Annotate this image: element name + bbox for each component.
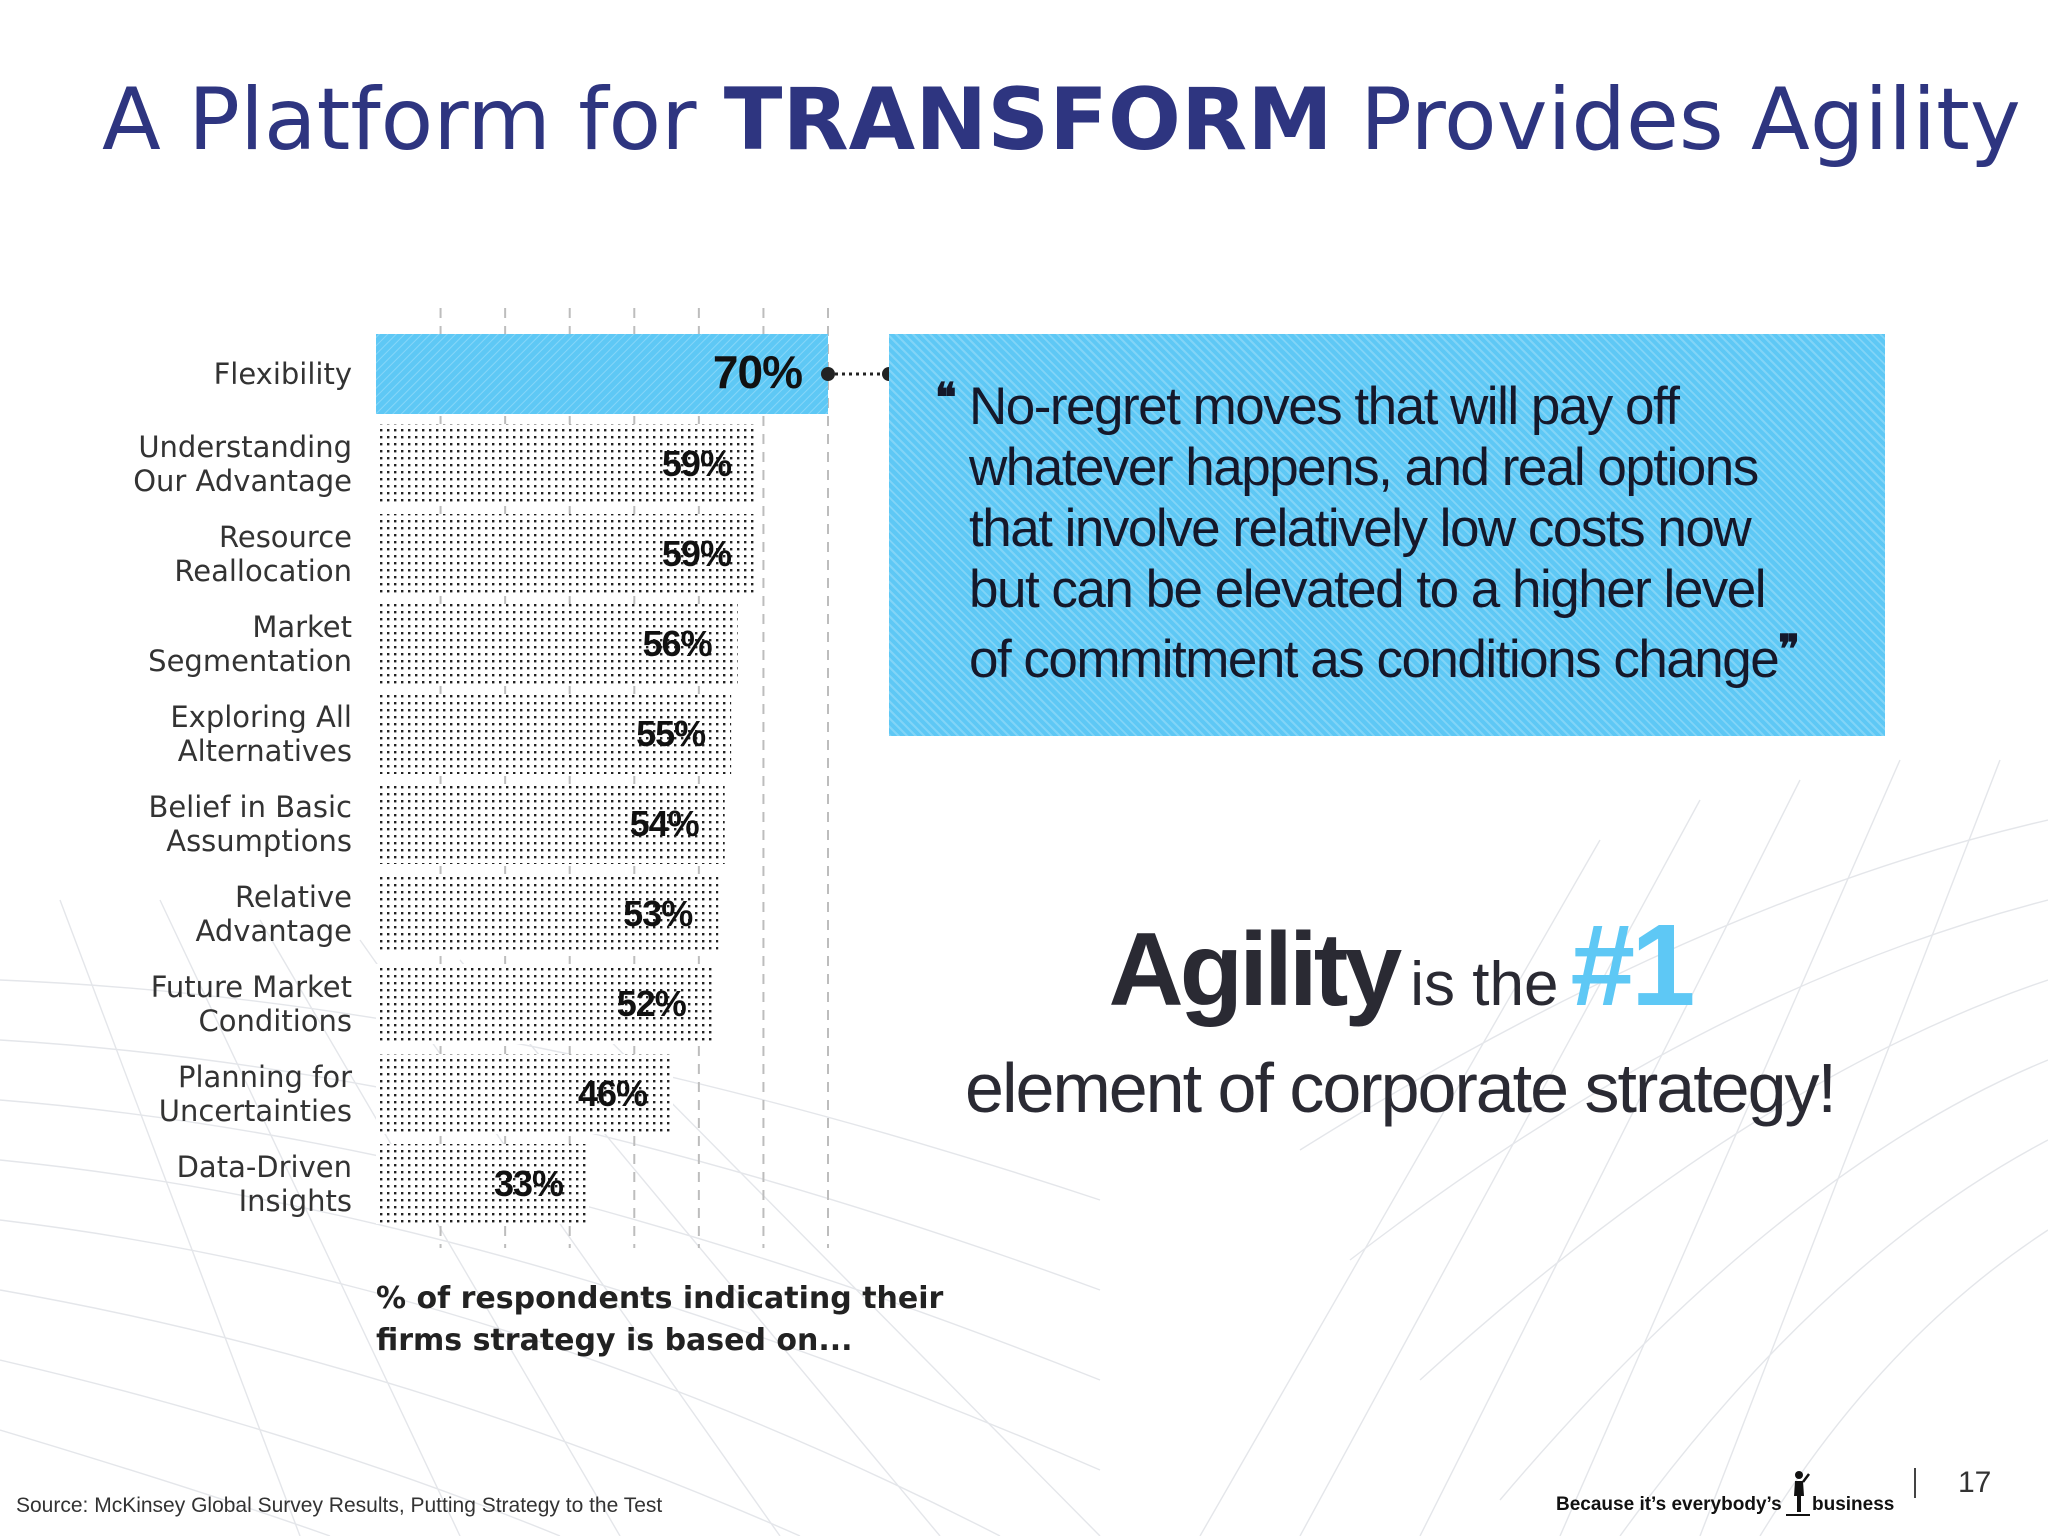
- source-citation: Source: McKinsey Global Survey Results, …: [16, 1494, 663, 1517]
- caption-line-1: % of respondents indicating their: [376, 1281, 944, 1316]
- footer-divider: [1914, 1468, 1916, 1498]
- bar-value-label: 52%: [617, 983, 687, 1024]
- category-label-line: Understanding: [138, 430, 352, 464]
- category-label: Understanding Our Advantage: [133, 430, 352, 498]
- agility-subline: element of corporate strategy!: [965, 1049, 1837, 1127]
- category-label: Belief in Basic Assumptions: [148, 790, 352, 858]
- category-label: Market Segmentation: [148, 610, 352, 678]
- quote-open-mark: ❝: [935, 376, 957, 420]
- agility-word: Agility: [1108, 912, 1402, 1028]
- bar-value-label: 55%: [636, 713, 706, 754]
- category-label-line: Market: [252, 610, 352, 644]
- category-label-line: Resource: [219, 520, 352, 554]
- agility-callout: Agility is the #1 element of corporate str…: [900, 900, 1900, 1128]
- agility-headline: Agility is the #1: [900, 900, 1900, 1066]
- category-label-line: Assumptions: [166, 824, 352, 858]
- category-label-line: Future Market: [151, 970, 352, 1004]
- category-label-line: Reallocation: [174, 554, 352, 588]
- bar: [376, 784, 725, 864]
- category-label-line: Flexibility: [214, 357, 352, 391]
- category-label-line: Exploring All: [170, 700, 352, 734]
- connector-dot-start: [821, 367, 835, 381]
- bar: [376, 604, 738, 684]
- bar: [376, 424, 757, 504]
- brand-tagline: Because it’s everybody’s business: [1556, 1471, 1926, 1516]
- category-label-line: Our Advantage: [133, 464, 352, 498]
- category-label: Exploring All Alternatives: [170, 700, 352, 768]
- bar: [376, 1144, 590, 1224]
- caption-line-2: firms strategy is based on...: [376, 1323, 853, 1358]
- category-label-line: Segmentation: [148, 644, 352, 678]
- category-label-line: Planning for: [178, 1060, 352, 1094]
- bar-value-label: 33%: [494, 1163, 564, 1204]
- bar-value-label: 54%: [630, 803, 700, 844]
- bar-value-label: 70%: [713, 346, 802, 398]
- quote-close-mark: ❞: [1778, 628, 1800, 672]
- quote-line: but can be elevated to a higher level: [969, 560, 1767, 619]
- agility-rank: #1: [1570, 900, 1695, 1030]
- category-label: Relative Advantage: [196, 880, 352, 948]
- bar: [376, 334, 828, 414]
- quote-box: ❝ No-regret moves that will pay off what…: [889, 334, 1885, 736]
- category-label-line: Conditions: [199, 1004, 353, 1038]
- bar: [376, 874, 719, 954]
- bar-value-label: 46%: [578, 1073, 648, 1114]
- title-suffix: Provides Agility: [1332, 70, 2021, 170]
- brand-tagline-part-1: Because it’s everybody’s: [1556, 1494, 1782, 1515]
- bar: [376, 1054, 674, 1134]
- quote-line: that involve relatively low costs now: [969, 499, 1752, 558]
- bar: [376, 514, 757, 594]
- bar: [376, 964, 712, 1044]
- category-label: Planning for Uncertainties: [159, 1060, 352, 1128]
- agility-is-the: is the: [1410, 950, 1559, 1019]
- category-label-line: Alternatives: [178, 734, 352, 768]
- bar-value-label: 59%: [662, 443, 732, 484]
- page-title: A Platform for TRANSFORM Provides Agilit…: [102, 70, 2021, 170]
- category-label-line: Insights: [239, 1184, 352, 1218]
- title-prefix: A Platform for: [102, 70, 724, 170]
- category-label-line: Uncertainties: [159, 1094, 352, 1128]
- title-bold: TRANSFORM: [723, 70, 1333, 170]
- category-label: Future Market Conditions: [151, 970, 352, 1038]
- bar: [376, 694, 732, 774]
- quote-line: of commitment as conditions change: [969, 630, 1780, 689]
- bar-value-label: 59%: [662, 533, 732, 574]
- chart-caption: % of respondents indicating their firms …: [376, 1281, 954, 1358]
- quote-line: No-regret moves that will pay off: [969, 377, 1680, 436]
- category-label-line: Data-Driven: [177, 1150, 352, 1184]
- page-number: 17: [1958, 1466, 1992, 1499]
- category-label-line: Relative: [235, 880, 352, 914]
- quote-text: ❝ No-regret moves that will pay off what…: [935, 376, 1835, 690]
- category-label: Resource Reallocation: [174, 520, 352, 588]
- brand-tagline-part-2: business: [1812, 1494, 1895, 1515]
- category-label: Data-Driven Insights: [177, 1150, 352, 1218]
- category-label-line: Belief in Basic: [148, 790, 352, 824]
- bar-value-label: 56%: [643, 623, 713, 664]
- person-figure-icon: [1786, 1471, 1810, 1516]
- category-label-line: Advantage: [196, 914, 352, 948]
- quote-line: whatever happens, and real options: [969, 438, 1759, 497]
- category-label: Flexibility: [214, 357, 352, 391]
- bar-value-label: 53%: [623, 893, 693, 934]
